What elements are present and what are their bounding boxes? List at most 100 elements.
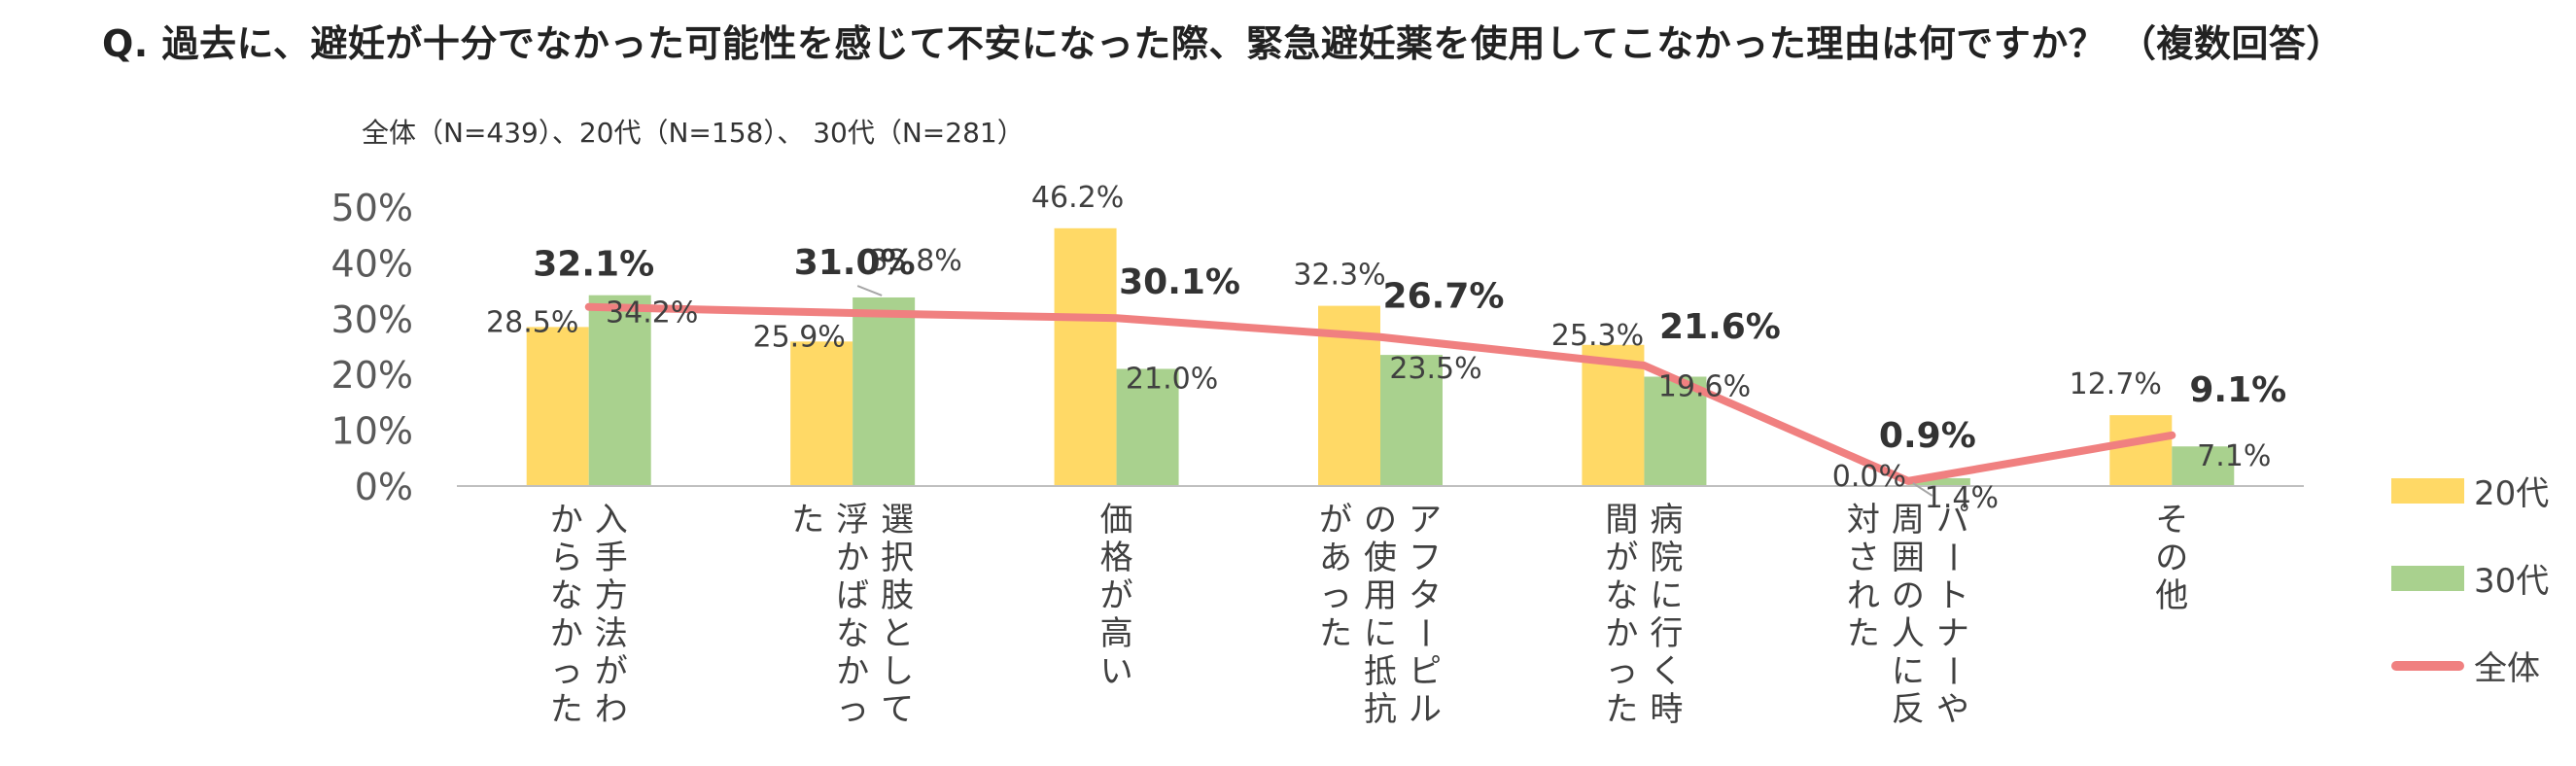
y-tick-label: 50%	[331, 187, 413, 229]
category-label-char: ー	[1932, 540, 1971, 574]
bar-30s	[588, 295, 651, 486]
category-label-char: て	[881, 690, 914, 729]
category-label-char: に	[1650, 576, 1683, 615]
bar-30s	[1380, 355, 1443, 486]
data-label-30s: 21.0%	[1126, 362, 1218, 396]
category-label-char: ー	[1405, 616, 1444, 649]
category-label-char: あ	[1319, 539, 1352, 577]
category-label-char: 間	[1605, 501, 1638, 540]
legend-label-20s: 20代	[2474, 474, 2550, 513]
category-label-char: 法	[595, 614, 628, 653]
y-tick-label: 0%	[355, 466, 413, 508]
category-label-char: や	[1936, 690, 1969, 729]
category-label-char: が	[1605, 539, 1638, 577]
data-label-total: 31.0%	[794, 243, 916, 283]
bar-20s	[2109, 415, 2173, 486]
data-label-30s: 34.2%	[606, 296, 698, 331]
category-label-char: 周	[1892, 501, 1925, 540]
data-label-20s: 0.0%	[1832, 460, 1906, 494]
category-label-char: か	[550, 501, 583, 540]
leader-line	[856, 285, 883, 296]
category-label-char: た	[1847, 614, 1880, 653]
data-label-20s: 12.7%	[2070, 367, 2162, 401]
category-label-char: 他	[2155, 576, 2188, 615]
category-label-char: ら	[550, 539, 583, 577]
legend-item-20s: 20代	[2391, 467, 2576, 554]
bar-30s	[1907, 477, 1970, 486]
category-label-char: 使	[1364, 539, 1397, 577]
category-label-char: 方	[595, 576, 628, 615]
category-label-char: た	[1605, 690, 1638, 729]
category-label-char: パ	[1936, 501, 1969, 540]
data-label-30s: 7.1%	[2197, 439, 2271, 473]
category-label-char: な	[836, 614, 869, 653]
data-label-20s: 25.9%	[752, 320, 845, 354]
bar-30s	[1116, 368, 1179, 486]
legend-line-total	[2391, 661, 2464, 671]
category-label-char: く	[1650, 652, 1683, 691]
category-label-char: ナ	[1936, 614, 1969, 653]
category-label-char: 手	[595, 539, 628, 577]
legend-item-total: 全体	[2391, 642, 2576, 729]
category-label-char: 反	[1892, 690, 1925, 729]
legend: 20代 30代 全体	[2391, 467, 2576, 729]
data-label-20s: 46.2%	[1031, 181, 1124, 215]
bar-30s	[853, 296, 916, 486]
y-tick-label: 10%	[331, 410, 413, 453]
data-label-total: 26.7%	[1383, 277, 1505, 317]
category-label-char: ア	[1409, 501, 1442, 540]
category-label-char: 選	[881, 501, 914, 540]
category-label-char: っ	[1605, 652, 1638, 691]
category-label-char: わ	[595, 690, 628, 729]
data-label-20s: 28.5%	[486, 305, 578, 339]
data-label-total: 9.1%	[2189, 370, 2286, 410]
category-label-char: 院	[1650, 539, 1683, 577]
category-label-char: 入	[595, 501, 628, 540]
category-label-char: の	[1364, 501, 1397, 540]
category-label-char: 抵	[1364, 652, 1397, 691]
category-label-char: っ	[1319, 576, 1352, 615]
data-label-30s: 1.4%	[1925, 481, 1999, 515]
category-label-char: ト	[1936, 576, 1969, 615]
category-label-char: な	[550, 576, 583, 615]
legend-item-30s: 30代	[2391, 554, 2576, 642]
category-label-char: ピ	[1409, 652, 1442, 691]
category-label-char: 用	[1364, 576, 1397, 615]
category-label-char: 肢	[881, 576, 914, 615]
category-label-char: に	[1364, 614, 1397, 653]
category-label-char: 時	[1650, 690, 1683, 729]
category-label-char: 対	[1847, 501, 1880, 540]
chart-subtitle: 全体（N=439）、20代（N=158）、 30代（N=281）	[362, 117, 1025, 149]
category-label-char: い	[1100, 652, 1133, 691]
category-label-char: し	[881, 652, 914, 691]
category-label-char: か	[836, 652, 869, 691]
category-label-char: が	[1319, 501, 1352, 540]
category-label-char: さ	[1847, 539, 1880, 577]
category-label-char: 囲	[1892, 539, 1925, 577]
data-label-total: 0.9%	[1879, 416, 1976, 456]
bar-30s	[2172, 446, 2235, 486]
chart-title: Q. 過去に、避妊が十分でなかった可能性を感じて不安になった際、緊急避妊薬を使用…	[102, 22, 2344, 65]
category-label-char: ー	[1932, 654, 1971, 687]
category-label-char: と	[881, 614, 914, 653]
category-label-char: れ	[1847, 576, 1880, 615]
y-tick-label: 30%	[331, 298, 413, 341]
category-label-char: 択	[881, 539, 914, 577]
category-label-char: た	[550, 690, 583, 729]
legend-swatch-20s	[2391, 478, 2464, 504]
category-label-char: が	[595, 652, 628, 691]
category-label-char: が	[1100, 576, 1133, 615]
data-label-30s: 23.5%	[1389, 352, 1481, 386]
data-label-20s: 32.3%	[1293, 259, 1385, 293]
data-label-total: 21.6%	[1659, 307, 1781, 347]
category-label-char: の	[1892, 576, 1925, 615]
category-label-char: 浮	[836, 501, 869, 540]
leader-line	[1912, 482, 1933, 497]
category-label-char: 人	[1892, 614, 1925, 653]
category-label-char: か	[836, 539, 869, 577]
bar-20s	[1582, 344, 1645, 486]
data-label-total: 32.1%	[533, 245, 654, 285]
bar-30s	[1644, 376, 1707, 486]
bar-20s	[790, 341, 853, 486]
category-label-char: ば	[836, 576, 869, 615]
